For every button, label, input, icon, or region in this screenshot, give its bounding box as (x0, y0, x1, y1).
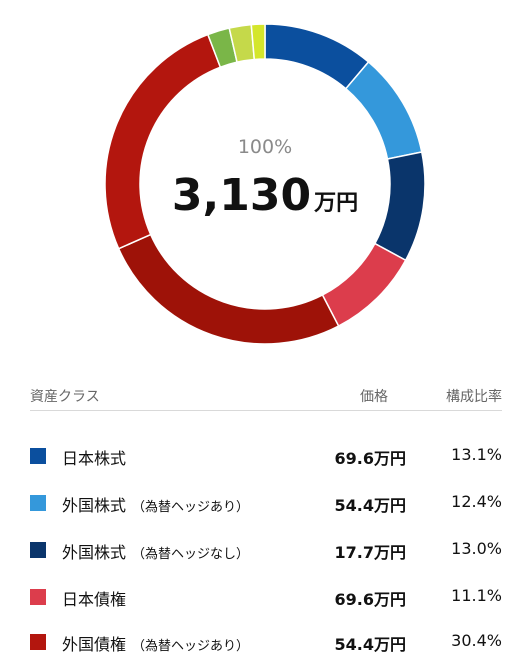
asset-name: 日本債権 (62, 590, 127, 609)
asset-price: 54.4万円 (334, 635, 406, 654)
donut-chart (104, 23, 426, 345)
asset-name: 外国株式 （為替ヘッジなし） (62, 543, 250, 562)
table-row: 日本株式 69.6万円 13.1% (30, 438, 502, 474)
legend-swatch (30, 542, 46, 558)
total-value: 3,130 (171, 170, 312, 221)
legend-swatch (30, 634, 46, 650)
table-row: 外国株式 （為替ヘッジなし） 17.7万円 13.0% (30, 532, 502, 568)
asset-name: 外国債権 （為替ヘッジあり） (62, 635, 250, 654)
asset-ratio: 12.4% (451, 492, 502, 511)
table-row: 日本債権 69.6万円 11.1% (30, 579, 502, 615)
asset-ratio: 11.1% (451, 586, 502, 605)
legend-swatch (30, 495, 46, 511)
table-row: 外国株式 （為替ヘッジあり） 54.4万円 12.4% (30, 485, 502, 521)
asset-price: 17.7万円 (334, 543, 406, 562)
asset-name: 外国株式 （為替ヘッジあり） (62, 496, 250, 515)
donut-slice-5 (117, 233, 340, 345)
asset-ratio: 13.0% (451, 539, 502, 558)
total-unit: 万円 (314, 191, 359, 216)
header-price: 価格 (360, 389, 388, 405)
asset-ratio: 30.4% (451, 631, 502, 650)
legend-swatch (30, 448, 46, 464)
header-ratio: 構成比率 (446, 389, 502, 405)
asset-price: 69.6万円 (334, 590, 406, 609)
legend-swatch (30, 589, 46, 605)
asset-name: 日本株式 (62, 449, 127, 468)
donut-slice-4 (321, 242, 407, 328)
asset-ratio: 13.1% (451, 445, 502, 464)
asset-price: 54.4万円 (334, 496, 406, 515)
center-total: 3,130 万円 (0, 170, 530, 221)
header-asset-class: 資産クラス (30, 389, 100, 405)
donut-slice-1 (264, 23, 370, 90)
donut-slice-9 (250, 23, 266, 61)
asset-price: 69.6万円 (334, 449, 406, 468)
table-row: 外国債権 （為替ヘッジあり） 54.4万円 30.4% (30, 624, 502, 660)
table-header: 資産クラス 価格 構成比率 (30, 380, 502, 411)
center-percent: 100% (237, 136, 293, 158)
